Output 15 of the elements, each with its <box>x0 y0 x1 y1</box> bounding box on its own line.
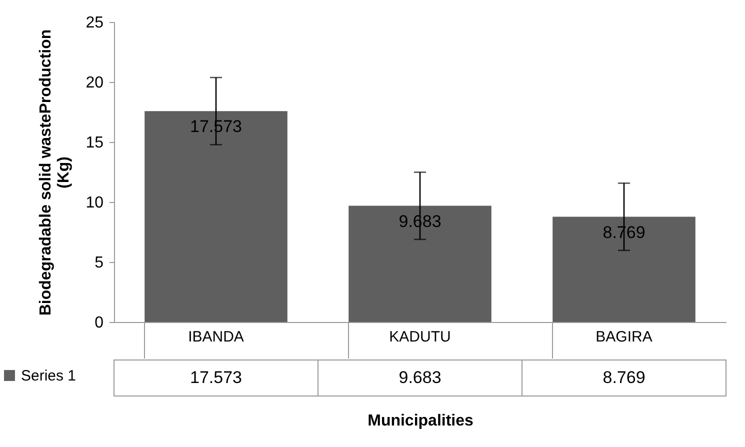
y-tick-label: 25 <box>86 14 104 32</box>
x-tick-label: KADUTU <box>389 328 451 346</box>
y-axis-title: Biodegradable solid wasteProduction (Kg) <box>38 29 73 316</box>
data-label: 9.683 <box>398 368 442 387</box>
y-tick-label: 0 <box>94 314 104 332</box>
x-tick-label: IBANDA <box>188 328 244 346</box>
y-tick-label: 5 <box>94 254 104 272</box>
y-tick-label: 10 <box>86 194 104 212</box>
x-tick-label: BAGIRA <box>596 328 652 346</box>
y-tick-label: 20 <box>86 74 104 92</box>
data-label: 17.573 <box>190 368 242 387</box>
legend-label: Series 1 <box>21 368 76 384</box>
data-label: 8.769 <box>602 368 646 387</box>
x-axis-title: Municipalities <box>368 412 474 430</box>
y-tick-label: 15 <box>86 134 104 152</box>
